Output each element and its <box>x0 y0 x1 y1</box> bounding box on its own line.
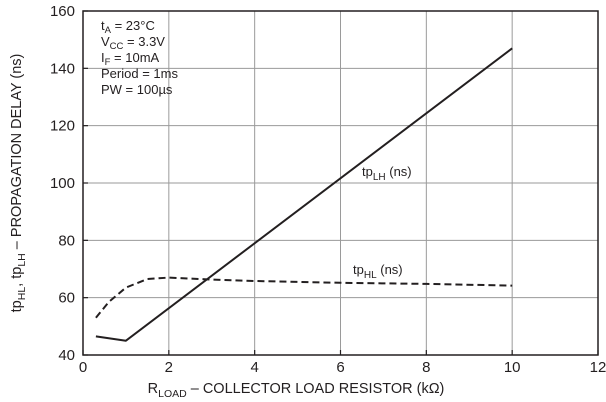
y-tick-label: 80 <box>58 232 75 249</box>
y-tick-label: 60 <box>58 290 75 307</box>
series-label-tplh: tpLH (ns) <box>362 164 412 183</box>
grid <box>83 11 598 355</box>
y-tick-labels: 40 60 80 100 120 140 160 <box>50 3 75 364</box>
x-tick-label: 8 <box>422 359 430 376</box>
series <box>95 47 513 342</box>
y-tick-label: 160 <box>50 3 75 20</box>
x-tick-label: 2 <box>165 359 173 376</box>
series-line-tplh <box>95 47 513 342</box>
y-axis-title: tpHL, tpLH – PROPAGATION DELAY (ns) <box>9 54 28 313</box>
axis-ticks <box>82 10 599 356</box>
y-tick-label: 40 <box>58 347 75 364</box>
x-tick-label: 0 <box>79 359 87 376</box>
y-tick-label: 120 <box>50 118 75 135</box>
condition-line: IF = 10mA <box>101 50 160 68</box>
x-tick-labels: 0 2 4 6 8 10 12 <box>79 359 606 376</box>
x-tick-label: 6 <box>336 359 344 376</box>
condition-line: Period = 1ms <box>101 66 178 81</box>
x-tick-label: 12 <box>590 359 606 376</box>
series-label-tphl: tpHL (ns) <box>353 262 403 281</box>
series-line-tphl <box>95 276 513 319</box>
condition-line: tA = 23°C <box>101 18 155 36</box>
y-tick-label: 140 <box>50 60 75 77</box>
y-tick-label: 100 <box>50 175 75 192</box>
x-tick-label: 4 <box>250 359 258 376</box>
condition-line: PW = 100µs <box>101 82 173 97</box>
x-tick-label: 10 <box>504 359 521 376</box>
x-axis-title: RLOAD – COLLECTOR LOAD RESISTOR (kΩ) <box>148 381 445 400</box>
condition-line: VCC = 3.3V <box>101 34 165 52</box>
